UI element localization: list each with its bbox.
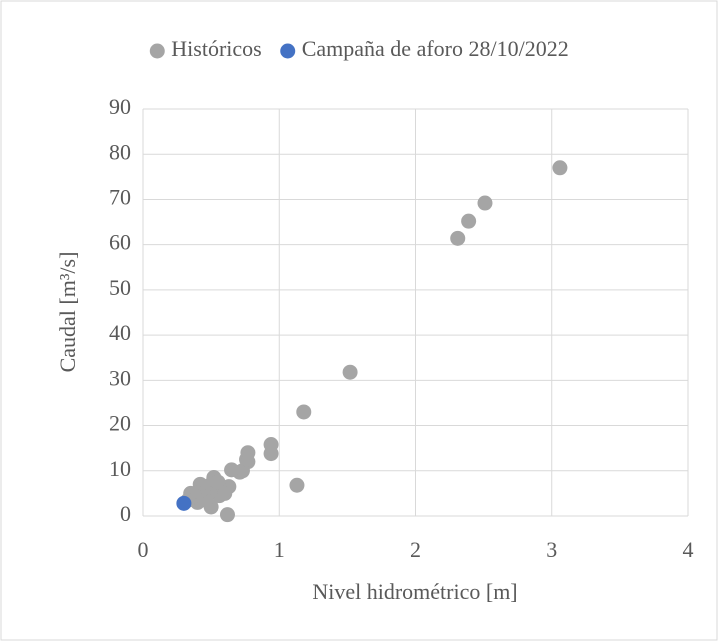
y-tick-label: 90 (109, 94, 131, 119)
point (217, 485, 233, 501)
point (342, 364, 358, 380)
x-tick-label: 2 (410, 537, 421, 562)
point (296, 404, 312, 420)
point (552, 160, 568, 176)
y-tick-label: 60 (109, 230, 131, 255)
point (289, 477, 305, 493)
y-tick-label: 10 (109, 456, 131, 481)
legend-marker (280, 43, 296, 59)
y-axis-label: Caudal [m³/s] (55, 252, 80, 373)
x-tick-label: 4 (683, 537, 694, 562)
point (461, 213, 477, 229)
y-tick-label: 40 (109, 320, 131, 345)
point (477, 195, 493, 211)
point (224, 462, 240, 478)
point (219, 507, 235, 523)
y-tick-label: 20 (109, 411, 131, 436)
x-axis-label: Nivel hidrométrico [m] (312, 579, 517, 604)
y-tick-label: 50 (109, 275, 131, 300)
point (263, 446, 279, 462)
y-tick-label: 0 (120, 501, 131, 526)
x-tick-label: 1 (274, 537, 285, 562)
legend-label: Históricos (171, 36, 261, 61)
y-tick-label: 70 (109, 184, 131, 209)
y-tick-label: 80 (109, 139, 131, 164)
point (176, 495, 192, 511)
point (210, 474, 226, 490)
legend-label: Campaña de aforo 28/10/2022 (302, 36, 569, 61)
x-tick-label: 0 (138, 537, 149, 562)
legend-marker (149, 43, 165, 59)
x-tick-label: 3 (546, 537, 557, 562)
y-tick-label: 30 (109, 365, 131, 390)
point (450, 230, 466, 246)
